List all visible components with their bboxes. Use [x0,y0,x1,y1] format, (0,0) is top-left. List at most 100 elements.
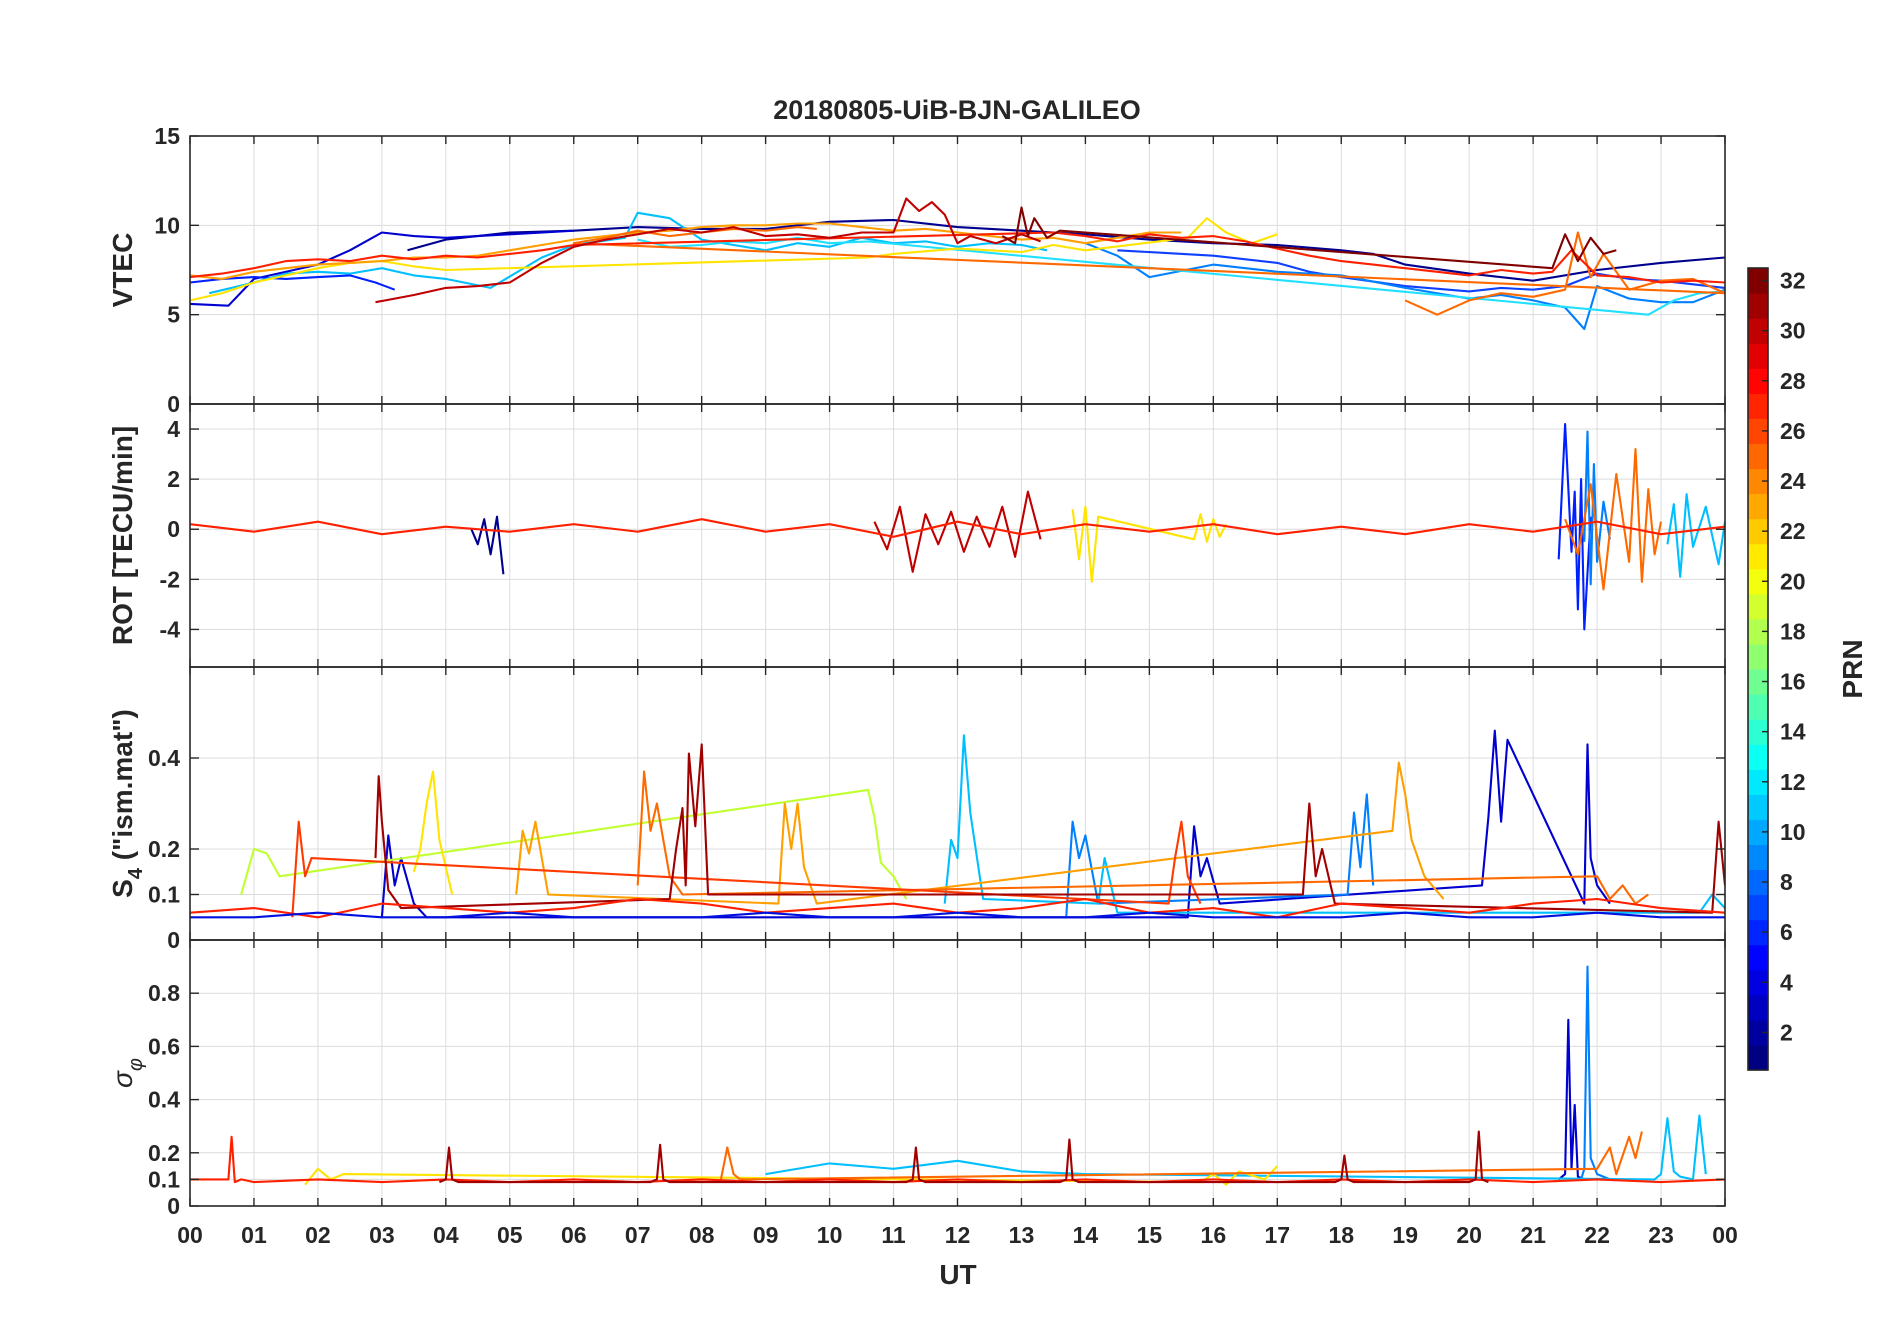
colorbar-tick-label: 2 [1780,1019,1793,1045]
colorbar-segment [1748,694,1768,720]
y-tick-label: 4 [167,416,180,442]
colorbar-segment [1748,719,1768,745]
colorbar-segment [1748,919,1768,946]
colorbar-segment [1748,268,1768,294]
y-tick-label: 0.2 [148,836,180,862]
colorbar-tick-label: 22 [1780,518,1806,544]
series-prn-3 [380,729,1611,919]
colorbar-tick-label: 28 [1780,368,1806,394]
x-tick-label: 07 [625,1222,651,1248]
y-tick-label: -2 [160,566,180,592]
series-prn-20 [304,1165,1279,1186]
x-tick-label: 08 [689,1222,715,1248]
y-axis-label: S4 ("ism.mat") [107,709,147,898]
colorbar-segment [1748,443,1768,470]
x-tick-label: 09 [753,1222,779,1248]
y-tick-label: 15 [154,123,180,149]
colorbar-segment [1748,944,1768,971]
panel-s4: 0 0.1 0.2 0.4S4 ("ism.mat") [107,666,1726,953]
series-prn-5 [190,274,396,291]
series-prn-1 [470,515,505,575]
colorbar-segment [1748,393,1768,419]
y-tick-label: 0 [167,1193,180,1219]
colorbar-tick-label: 18 [1780,618,1806,644]
colorbar-segment [1748,618,1768,645]
series-prn-18 [240,788,908,900]
x-tick-label: 23 [1648,1222,1674,1248]
colorbar-label: PRN [1837,639,1868,698]
x-axis: 00 01 02 03 04 05 06 07 08 09 10 11 12 13 14 15 16 17 18 19… [177,1222,1738,1248]
series-prn-25 [719,1131,1643,1181]
colorbar-segment [1748,894,1768,921]
x-tick-label: 13 [1009,1222,1035,1248]
series-prn-9 [1583,430,1611,586]
x-tick-label: 15 [1137,1222,1163,1248]
series-group [190,965,1725,1186]
x-tick-label: 17 [1264,1222,1290,1248]
series-prn-25 [636,770,1649,905]
series-prn-20 [412,770,454,895]
colorbar-segment [1748,1044,1768,1071]
y-tick-label: 0 [167,927,180,953]
panel-sigphi: 00.10.2 0.4 0.6 0.8 σφ [107,939,1726,1219]
x-tick-label: 22 [1584,1222,1610,1248]
series-prn-31 [438,1130,1489,1184]
x-tick-label: 20 [1456,1222,1482,1248]
series-group [190,422,1725,631]
colorbar-tick-label: 14 [1780,719,1806,745]
x-tick-label: 00 [177,1222,203,1248]
x-tick-label: 14 [1073,1222,1099,1248]
y-tick-label: 0.2 [148,1140,180,1166]
colorbar-segment [1748,493,1768,520]
series-prn-9 [1085,242,1725,331]
series-prn-28 [190,518,1725,538]
series-prn-12 [208,211,1048,295]
series-prn-12 [1666,493,1725,578]
x-tick-label: 01 [241,1222,267,1248]
series-prn-30 [873,490,1042,573]
x-tick-label: 02 [305,1222,331,1248]
colorbar-tick-label: 24 [1780,468,1806,494]
y-tick-label: 0.4 [148,745,180,771]
y-tick-label: -4 [160,616,181,642]
colorbar-tick-label: 30 [1780,318,1806,344]
y-tick-label: 2 [167,466,180,492]
y-tick-label: 0.8 [148,980,180,1006]
x-tick-label: 05 [497,1222,523,1248]
series-prn-1 [407,218,1725,282]
series-prn-32 [1001,206,1617,270]
y-tick-label: 0.4 [148,1087,180,1113]
series-prn-9 [1580,965,1611,1181]
x-axis-label: UT [939,1259,976,1290]
y-axis-label: σφ [107,1058,147,1088]
y-axis-label: ROT [TECU/min] [107,426,138,645]
colorbar-segment [1748,293,1768,319]
series-prn-23 [190,222,1182,280]
x-tick-label: 21 [1520,1222,1546,1248]
y-tick-label: 0 [167,391,180,417]
y-tick-label: 5 [167,302,180,328]
x-tick-label: 11 [881,1222,906,1248]
colorbar-segment [1748,994,1768,1021]
x-tick-label: 16 [1201,1222,1227,1248]
panel-vtec: 0 5 10 15 VTEC [107,123,1726,417]
colorbar-frame [1747,267,1769,1071]
colorbar-segment [1748,543,1768,570]
colorbar-tick-label: 4 [1780,969,1793,995]
series-prn-23 [515,761,1445,905]
series-prn-28 [190,231,1725,284]
colorbar-tick-label: 6 [1780,919,1793,945]
y-tick-label: 0.1 [148,882,180,908]
series-prn-25 [1564,448,1663,591]
x-tick-label: 00 [1712,1222,1738,1248]
colorbar-segment [1748,844,1768,871]
colorbar-segment [1748,1019,1768,1046]
colorbar-segment [1748,318,1768,344]
colorbar-tick-label: 8 [1780,869,1793,895]
y-tick-label: 0.1 [148,1166,180,1192]
colorbar-segment [1748,468,1768,495]
colorbar-tick-label: 32 [1780,268,1806,294]
x-tick-label: 19 [1392,1222,1418,1248]
